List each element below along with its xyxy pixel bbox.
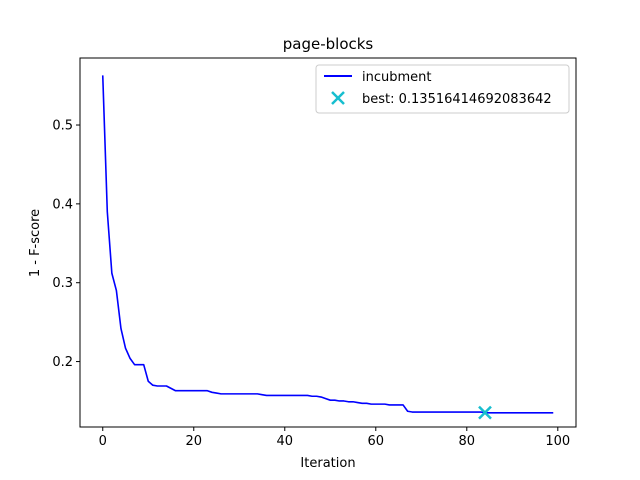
x-axis-ticks: 0 20 40 60 80 100 (99, 427, 570, 449)
x-tick-label: 80 (459, 434, 476, 449)
best-point-marker-stroke-b (478, 405, 492, 420)
legend-box (315, 64, 570, 114)
x-tick-label: 40 (276, 434, 293, 449)
y-tick-label: 0.2 (52, 355, 73, 370)
best-point-marker (478, 405, 492, 420)
incumbent-line (101, 75, 554, 414)
y-axis-ticks: 0.2 0.3 0.4 0.5 (52, 119, 80, 370)
y-tick-label: 0.3 (52, 276, 73, 291)
plot-content (101, 75, 554, 420)
legend-label-best: best: 0.13516414692083642 (362, 92, 552, 107)
y-axis-label: 1 - F-score (28, 209, 43, 277)
legend-label-incumbent: incubment (362, 70, 432, 85)
x-tick-label: 60 (368, 434, 385, 449)
legend: incubment best: 0.13516414692083642 (315, 64, 570, 114)
legend-best-marker (331, 91, 345, 105)
y-tick-label: 0.4 (52, 197, 73, 212)
x-axis-label: Iteration (300, 456, 355, 471)
x-tick-label: 20 (185, 434, 202, 449)
legend-best-marker-stroke-b (331, 91, 345, 105)
x-tick-label: 0 (99, 434, 107, 449)
legend-marker-swatch (331, 91, 345, 105)
x-tick-label: 100 (545, 434, 570, 449)
chart-title: page-blocks (283, 35, 374, 53)
plot-area-frame (79, 57, 577, 428)
y-tick-label: 0.5 (52, 119, 73, 134)
